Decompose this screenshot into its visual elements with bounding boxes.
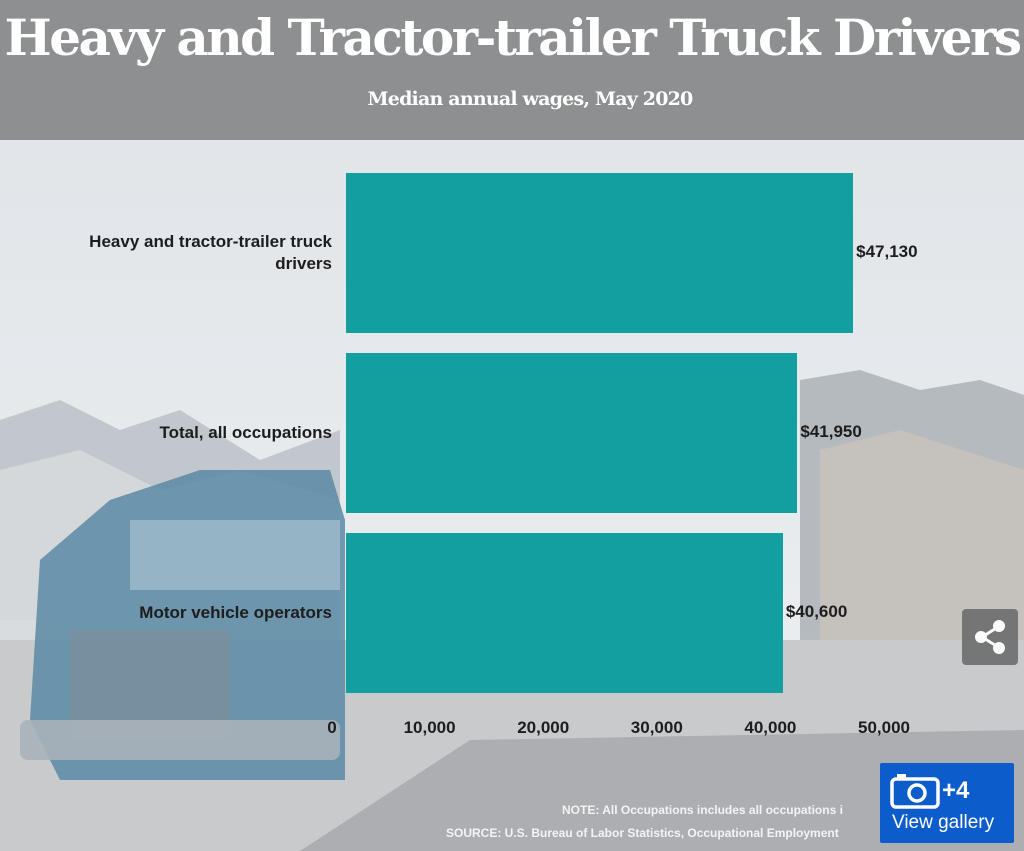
x-tick-label: 30,000 [630,718,683,737]
chart-subtitle: Median annual wages, May 2020 [367,88,694,110]
header-band: Heavy and Tractor-trailer Truck Drivers … [0,0,1024,140]
x-tick-label: 40,000 [744,718,797,737]
share-button[interactable] [962,609,1018,665]
x-tick-label: 0 [327,718,337,737]
x-tick-label: 10,000 [403,718,456,737]
value-label: $47,130 [856,242,918,261]
value-label: $41,950 [800,422,862,441]
share-icon [975,620,1005,654]
gallery-label: View gallery [892,812,995,833]
chart-source: SOURCE: U.S. Bureau of Labor Statistics,… [446,826,839,840]
x-tick-label: 20,000 [517,718,570,737]
x-tick-label: 50,000 [858,718,910,737]
gallery-count: +4 [942,777,970,804]
chart-note: NOTE: All Occupations includes all occup… [562,803,843,817]
bar [346,173,854,333]
bar [346,353,798,513]
view-gallery-button[interactable]: +4 View gallery [880,763,1014,843]
value-label: $40,600 [785,602,848,621]
category-label: Motor vehicle operators [139,603,332,622]
category-label: Total, all occupations [159,423,332,442]
category-label: Heavy and tractor-trailer truck drivers [89,232,332,273]
chart-title: Heavy and Tractor-trailer Truck Drivers [4,8,1022,67]
bar [346,533,783,693]
camera-icon [890,774,940,809]
